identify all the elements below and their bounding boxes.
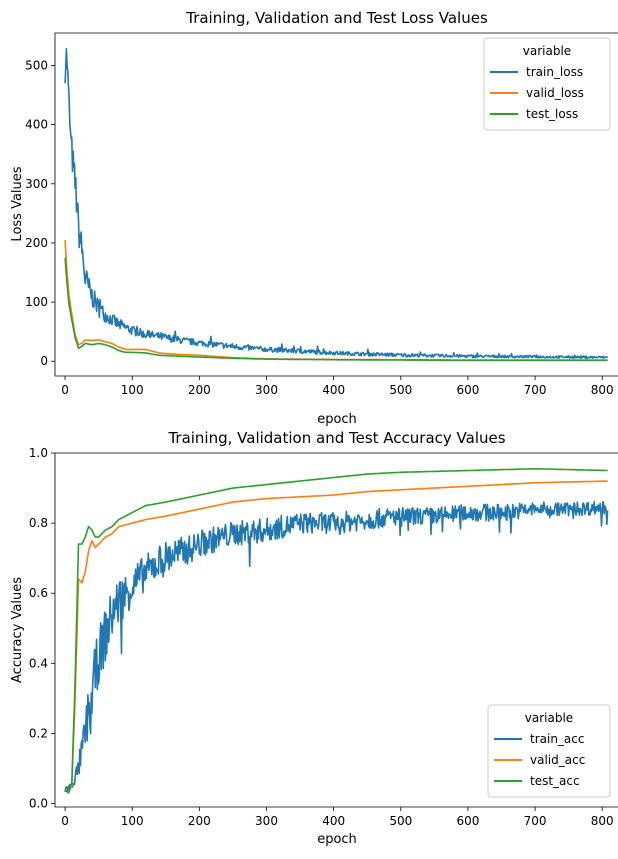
loss-legend-label: test_loss bbox=[526, 107, 578, 121]
accuracy-x-tick-label: 100 bbox=[121, 814, 144, 828]
loss-x-tick-label: 600 bbox=[456, 383, 479, 397]
loss-y-tick-label: 200 bbox=[25, 236, 48, 250]
accuracy-y-tick-label: 0.2 bbox=[29, 726, 48, 740]
accuracy-y-tick-label: 0.4 bbox=[29, 656, 48, 670]
accuracy-chart-title: Training, Validation and Test Accuracy V… bbox=[167, 429, 505, 447]
loss-y-axis-label: Loss Values bbox=[10, 166, 25, 241]
series-line-train_acc bbox=[64, 500, 609, 793]
accuracy-y-tick-label: 0.8 bbox=[29, 516, 48, 530]
accuracy-chart: Training, Validation and Test Accuracy V… bbox=[10, 429, 618, 847]
accuracy-legend: variable train_acc valid_acc test_acc bbox=[487, 704, 611, 798]
series-line-test_loss bbox=[64, 257, 608, 362]
loss-axes-frame bbox=[54, 32, 618, 377]
series-line-valid_acc bbox=[64, 480, 608, 794]
loss-x-tick-label: 100 bbox=[121, 383, 144, 397]
accuracy-y-tick-label: 1.0 bbox=[29, 446, 48, 460]
loss-x-tick-label: 400 bbox=[322, 383, 345, 397]
loss-chart-title: Training, Validation and Test Loss Value… bbox=[185, 9, 488, 27]
accuracy-x-tick-label: 400 bbox=[322, 814, 345, 828]
accuracy-y-axis-label: Accuracy Values bbox=[10, 577, 25, 683]
accuracy-series bbox=[64, 468, 609, 794]
loss-x-tick-label: 500 bbox=[389, 383, 412, 397]
loss-chart: Training, Validation and Test Loss Value… bbox=[10, 9, 618, 427]
loss-y-tick-label: 500 bbox=[25, 59, 48, 73]
accuracy-x-tick-label: 500 bbox=[389, 814, 412, 828]
loss-x-tick-label: 800 bbox=[591, 383, 614, 397]
loss-legend-label: train_loss bbox=[526, 65, 583, 79]
accuracy-x-tick-label: 700 bbox=[524, 814, 547, 828]
accuracy-y-tick-label: 0.0 bbox=[29, 796, 48, 810]
series-line-train_loss bbox=[64, 47, 609, 360]
loss-x-tick-label: 0 bbox=[61, 383, 69, 397]
loss-y-tick-label: 400 bbox=[25, 118, 48, 132]
loss-legend-box bbox=[483, 37, 611, 131]
loss-legend-title: variable bbox=[523, 44, 571, 58]
loss-y-tick-label: 100 bbox=[25, 295, 48, 309]
accuracy-legend-title: variable bbox=[525, 711, 573, 725]
accuracy-legend-label: test_acc bbox=[530, 774, 580, 788]
accuracy-ticks: 0 100 200 300 400 500 600 700 800 0.0 0.2 0.4 0.6 0.8… bbox=[29, 446, 614, 828]
loss-y-tick-label: 0 bbox=[40, 354, 48, 368]
series-line-test_acc bbox=[64, 468, 608, 794]
accuracy-axes-frame bbox=[54, 452, 618, 808]
loss-x-tick-label: 200 bbox=[188, 383, 211, 397]
loss-legend-label: valid_loss bbox=[526, 86, 584, 100]
loss-y-tick-label: 300 bbox=[25, 177, 48, 191]
accuracy-legend-box bbox=[487, 704, 611, 798]
accuracy-y-tick-label: 0.6 bbox=[29, 586, 48, 600]
accuracy-x-tick-label: 200 bbox=[188, 814, 211, 828]
loss-ticks: 0 100 200 300 400 500 600 700 800 0 100 200 300 400 50… bbox=[25, 59, 614, 397]
accuracy-x-tick-label: 600 bbox=[456, 814, 479, 828]
loss-x-tick-label: 700 bbox=[524, 383, 547, 397]
accuracy-x-tick-label: 300 bbox=[255, 814, 278, 828]
loss-x-tick-label: 300 bbox=[255, 383, 278, 397]
accuracy-x-axis-label: epoch bbox=[317, 832, 357, 847]
loss-series bbox=[64, 47, 609, 362]
accuracy-x-tick-label: 800 bbox=[591, 814, 614, 828]
accuracy-legend-label: valid_acc bbox=[530, 753, 585, 767]
accuracy-x-tick-label: 0 bbox=[61, 814, 69, 828]
loss-x-axis-label: epoch bbox=[317, 412, 357, 427]
accuracy-legend-label: train_acc bbox=[530, 732, 584, 746]
loss-legend: variable train_loss valid_loss test_loss bbox=[483, 37, 611, 131]
